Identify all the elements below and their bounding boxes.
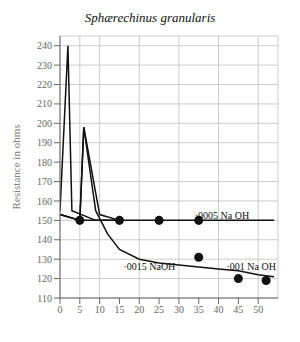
svg-text:120: 120 [37, 273, 52, 284]
svg-text:50: 50 [253, 304, 263, 315]
svg-text:20: 20 [134, 304, 144, 315]
svg-text:40: 40 [214, 304, 224, 315]
svg-text:240: 240 [37, 40, 52, 51]
svg-text:10: 10 [95, 304, 105, 315]
svg-text:5: 5 [77, 304, 82, 315]
svg-text:150: 150 [37, 215, 52, 226]
svg-text:·0005 Na OH: ·0005 Na OH [195, 210, 249, 221]
svg-text:30: 30 [174, 304, 184, 315]
svg-text:170: 170 [37, 176, 52, 187]
svg-text:0: 0 [58, 304, 63, 315]
svg-text:160: 160 [37, 196, 52, 207]
svg-text:35: 35 [194, 304, 204, 315]
html-text:Sphærechinus granularis: Sphærechinus granularis [84, 10, 216, 25]
svg-text:·0015 NaOH: ·0015 NaOH [123, 261, 175, 272]
svg-text:190: 190 [37, 137, 52, 148]
svg-text:Resistance in ohms: Resistance in ohms [10, 125, 22, 210]
svg-text:130: 130 [37, 254, 52, 265]
svg-text:·001 Na OH: ·001 Na OH [226, 261, 275, 272]
svg-text:230: 230 [37, 60, 52, 71]
svg-text:45: 45 [233, 304, 243, 315]
svg-text:110: 110 [37, 293, 52, 304]
svg-text:25: 25 [154, 304, 164, 315]
svg-text:220: 220 [37, 79, 52, 90]
svg-text:15: 15 [114, 304, 124, 315]
svg-text:200: 200 [37, 118, 52, 129]
svg-text:140: 140 [37, 234, 52, 245]
svg-text:210: 210 [37, 98, 52, 109]
svg-text:180: 180 [37, 157, 52, 168]
